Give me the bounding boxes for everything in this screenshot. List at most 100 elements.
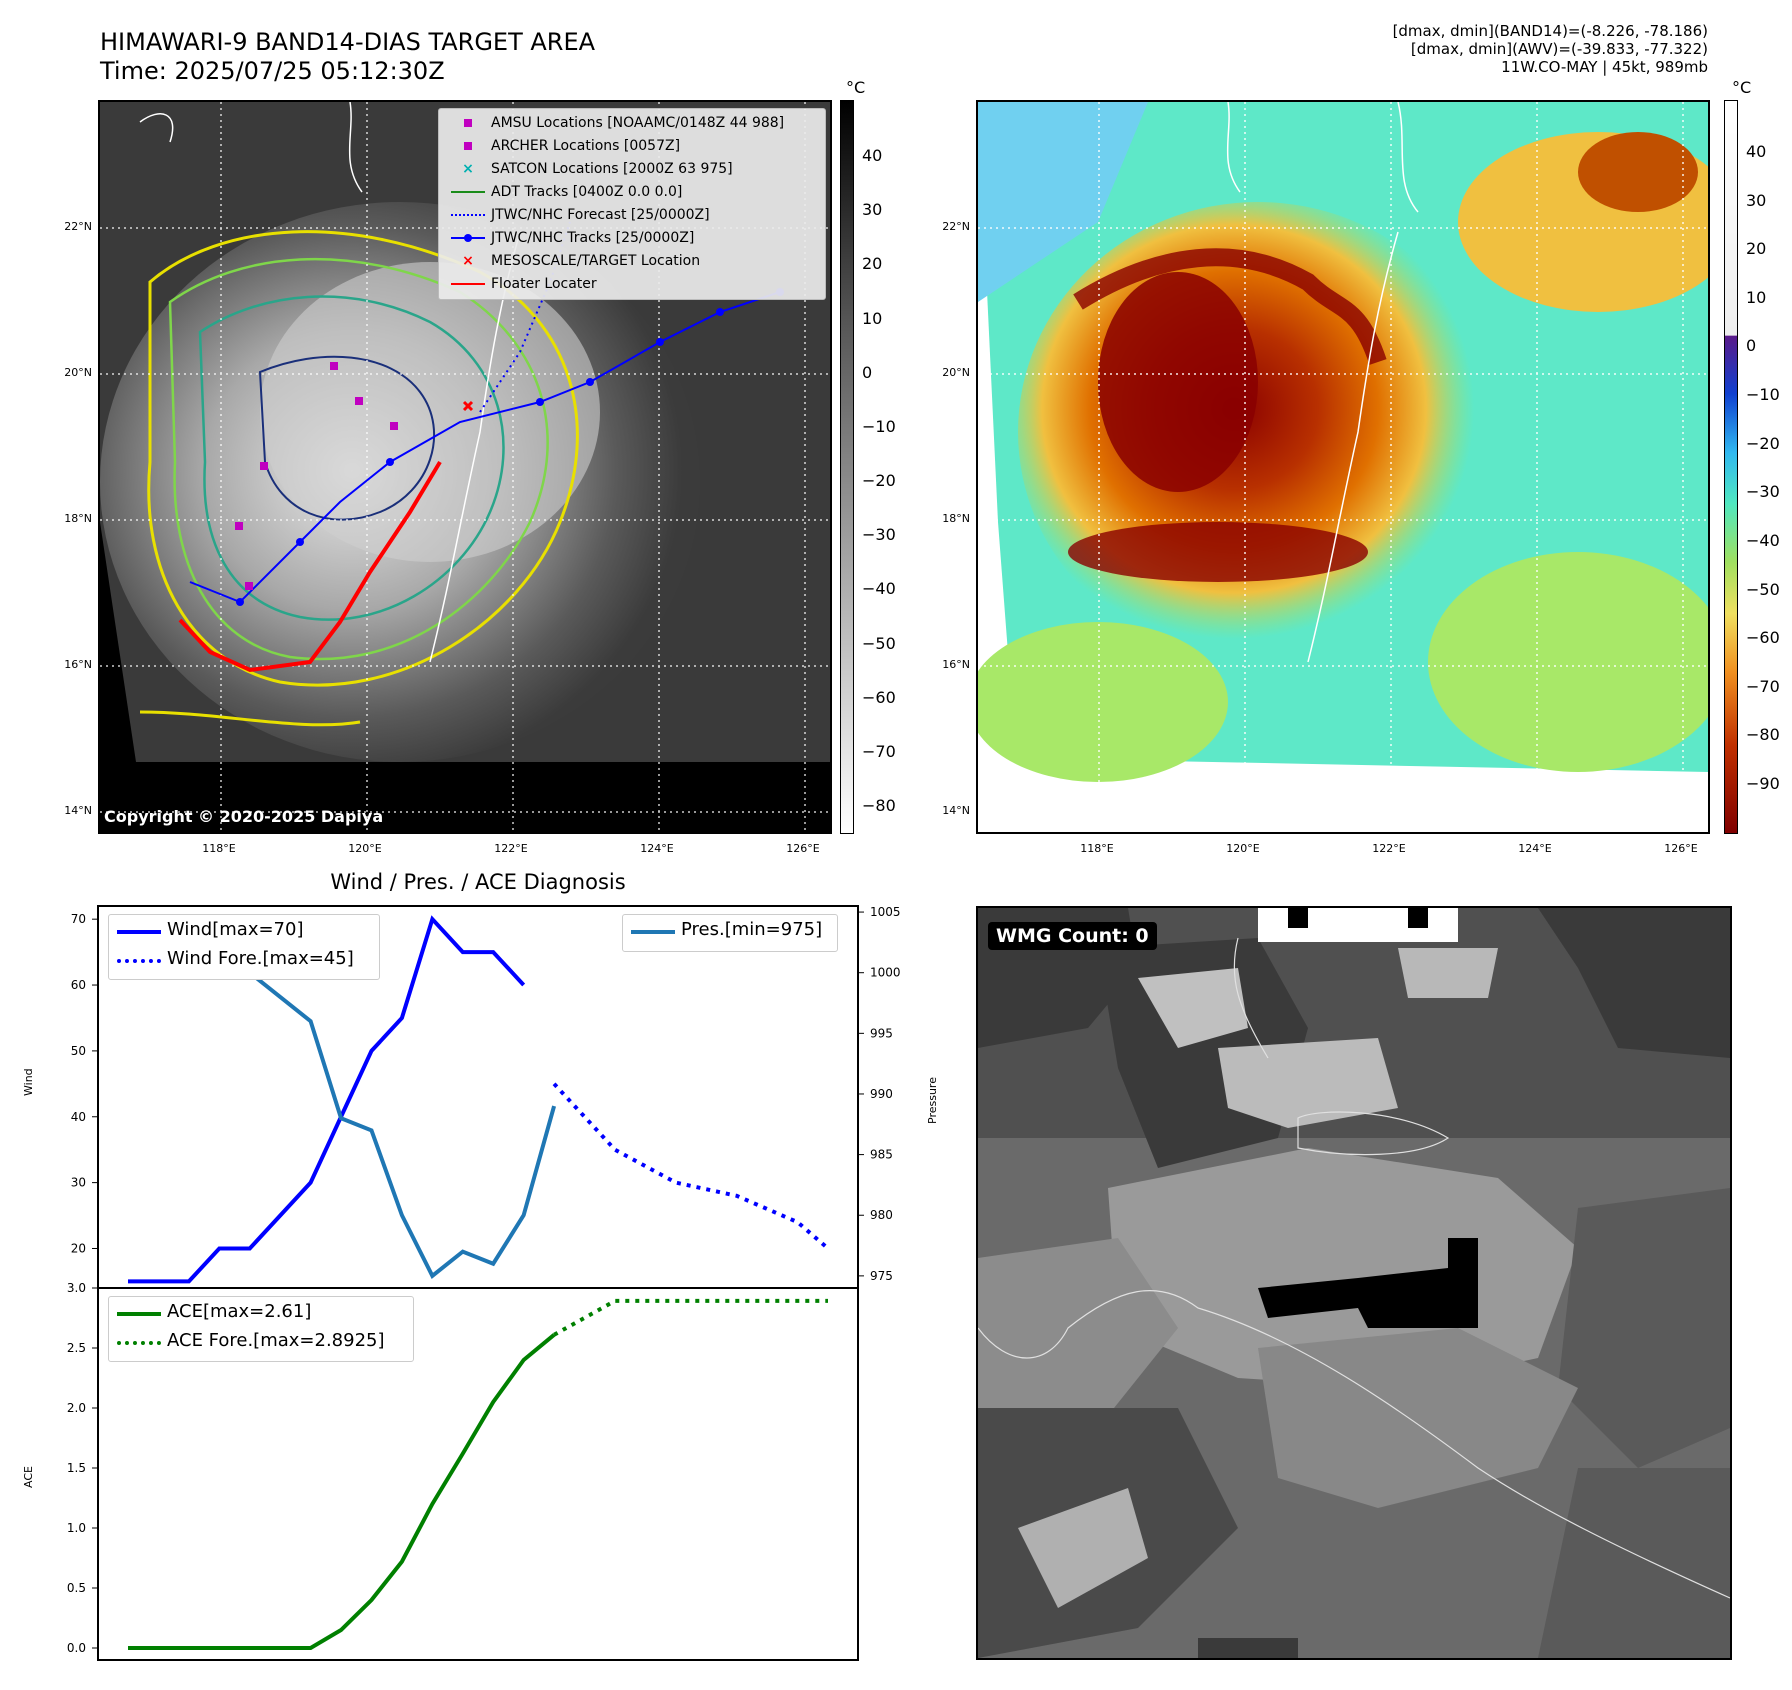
- ir-colorbar-tick: −80: [862, 796, 896, 815]
- x-marker-icon: ×: [462, 161, 474, 177]
- info-block: [dmax, dmin](BAND14)=(-8.226, -78.186) […: [1108, 22, 1708, 76]
- ace-chart: 3.0 2.5 2.0 1.5 1.0 0.5 0.0: [67, 1281, 859, 1661]
- legend-item-satcon: × SATCON Locations [2000Z 63 975]: [451, 161, 733, 177]
- ir-colorbar-tick: −10: [862, 416, 896, 436]
- legend-label: ADT Tracks [0400Z 0.0 0.0]: [491, 184, 683, 200]
- awv-colorbar-tick: 30: [1746, 190, 1767, 210]
- awv-lon-label: 120°E: [1226, 842, 1260, 855]
- ir-colorbar-tick: 10: [862, 308, 883, 328]
- ir-colorbar-tick: 20: [862, 254, 883, 274]
- pressure-tick-label: 995: [870, 1026, 893, 1040]
- ir-colorbar: [840, 100, 854, 834]
- ace-tick-label: 2.0: [67, 1401, 86, 1415]
- ir-colorbar-tick: −60: [862, 687, 896, 707]
- legend-label: ARCHER Locations [0057Z]: [491, 138, 681, 154]
- line-marker-icon: [117, 923, 161, 937]
- ir-lon-label: 120°E: [348, 842, 382, 855]
- info-line-3: 11W.CO-MAY | 45kt, 989mb: [1501, 58, 1708, 76]
- wmg-map-image: [978, 908, 1730, 1658]
- legend-item-amsu: AMSU Locations [NOAAMC/0148Z 44 988]: [451, 115, 784, 131]
- legend-label: ACE[max=2.61]: [167, 1301, 312, 1322]
- awv-lon-label: 124°E: [1518, 842, 1552, 855]
- title-line-1: HIMAWARI-9 BAND14-DIAS TARGET AREA: [100, 28, 596, 56]
- ace-tick-label: 1.0: [67, 1521, 86, 1535]
- awv-lon-label: 122°E: [1372, 842, 1406, 855]
- ir-colorbar-tick: −70: [862, 741, 896, 761]
- ir-colorbar-tick: 40: [862, 146, 883, 165]
- awv-lat-label: 16°N: [942, 658, 970, 671]
- ir-lon-label: 126°E: [786, 842, 820, 855]
- awv-lon-label: 118°E: [1080, 842, 1114, 855]
- awv-colorbar-tick: 10: [1746, 287, 1767, 307]
- pressure-tick-label: 1000: [870, 966, 901, 980]
- ace-forecast-line: [553, 1298, 828, 1337]
- wind-tick-label: 70: [71, 912, 86, 926]
- ir-lon-label: 122°E: [494, 842, 528, 855]
- pressure-tick-label: 1005: [870, 905, 901, 919]
- legend-label: Wind Fore.[max=45]: [167, 948, 354, 969]
- ace-line: [128, 1333, 556, 1650]
- legend-item-ace: ACE[max=2.61]: [117, 1301, 311, 1322]
- legend-item-jtwc-tracks: JTWC/NHC Tracks [25/0000Z]: [451, 230, 694, 246]
- pressure-legend: Pres.[min=975]: [622, 914, 838, 952]
- legend-label: SATCON Locations [2000Z 63 975]: [491, 161, 733, 177]
- awv-colorbar-tick: −20: [1746, 433, 1780, 453]
- wmg-map-panel: WMG Count: 0: [976, 906, 1732, 1660]
- wind-forecast-line: [552, 1082, 830, 1250]
- square-marker-icon: [451, 116, 485, 130]
- awv-lat-label: 22°N: [942, 220, 970, 233]
- title-line-2: Time: 2025/07/25 05:12:30Z: [100, 57, 445, 85]
- ace-tick-label: 1.5: [67, 1461, 86, 1475]
- square-marker-icon: [451, 139, 485, 153]
- line-dot-icon: [451, 231, 485, 245]
- ace-tick-label: 0.0: [67, 1641, 86, 1655]
- wind-line: [128, 915, 526, 1284]
- awv-lon-label: 126°E: [1664, 842, 1698, 855]
- awv-colorbar-tick: −70: [1746, 676, 1780, 696]
- pressure-tick-label: 990: [870, 1087, 893, 1101]
- ace-tick-label: 3.0: [67, 1281, 86, 1295]
- awv-colorbar-tick: 20: [1746, 239, 1767, 259]
- awv-map-image: [978, 102, 1708, 832]
- legend-label: Floater Locater: [491, 276, 597, 292]
- ir-colorbar-tick: −30: [862, 525, 896, 545]
- legend-label: Pres.[min=975]: [681, 919, 823, 940]
- legend-item-archer: ARCHER Locations [0057Z]: [451, 138, 680, 154]
- dotted-line-icon: [451, 208, 485, 222]
- wind-tick-label: 30: [71, 1176, 86, 1190]
- pressure-axis-label: Pressure: [926, 1077, 939, 1124]
- legend-item-mesoscale: × MESOSCALE/TARGET Location: [451, 253, 700, 269]
- awv-lat-label: 14°N: [942, 804, 970, 817]
- wind-tick-label: 20: [71, 1241, 86, 1255]
- ir-lat-label: 14°N: [64, 804, 92, 817]
- legend-label: MESOSCALE/TARGET Location: [491, 253, 701, 269]
- awv-colorbar-tick: −40: [1746, 530, 1780, 550]
- ace-axis-label: ACE: [22, 1466, 35, 1488]
- ir-colorbar-tick: 30: [862, 200, 883, 220]
- legend-item-floater: Floater Locater: [451, 276, 597, 292]
- awv-colorbar: [1724, 100, 1738, 834]
- awv-colorbar-tick: −10: [1746, 385, 1780, 405]
- awv-colorbar-tick: −30: [1746, 482, 1780, 502]
- figure-title: HIMAWARI-9 BAND14-DIAS TARGET AREA Time:…: [100, 28, 595, 86]
- diagnosis-title: Wind / Pres. / ACE Diagnosis: [330, 870, 626, 894]
- ace-tick-label: 0.5: [67, 1581, 86, 1595]
- awv-colorbar-unit: °C: [1732, 78, 1752, 97]
- ir-colorbar-tick: 0: [862, 362, 873, 382]
- awv-colorbar-tick: 40: [1746, 142, 1767, 161]
- ir-legend: AMSU Locations [NOAAMC/0148Z 44 988] ARC…: [438, 108, 826, 300]
- ir-lon-label: 118°E: [202, 842, 236, 855]
- copyright-text: Copyright © 2020-2025 Dapiya: [104, 807, 384, 826]
- legend-label: AMSU Locations [NOAAMC/0148Z 44 988]: [491, 115, 785, 131]
- ace-plot: 3.0 2.5 2.0 1.5 1.0 0.5 0.0: [67, 1281, 859, 1661]
- awv-colorbar-tick: −90: [1746, 774, 1780, 793]
- wind-tick-label: 60: [71, 978, 86, 992]
- awv-map-panel: [976, 100, 1710, 834]
- wind-axis-label: Wind: [22, 1068, 35, 1096]
- ace-legend: ACE[max=2.61] ACE Fore.[max=2.8925]: [108, 1296, 414, 1362]
- line-marker-icon: [117, 1305, 161, 1319]
- pressure-tick-label: 980: [870, 1208, 893, 1222]
- ir-colorbar-unit: °C: [846, 78, 866, 97]
- line-marker-icon: [631, 923, 675, 937]
- legend-label: ACE Fore.[max=2.8925]: [167, 1330, 385, 1351]
